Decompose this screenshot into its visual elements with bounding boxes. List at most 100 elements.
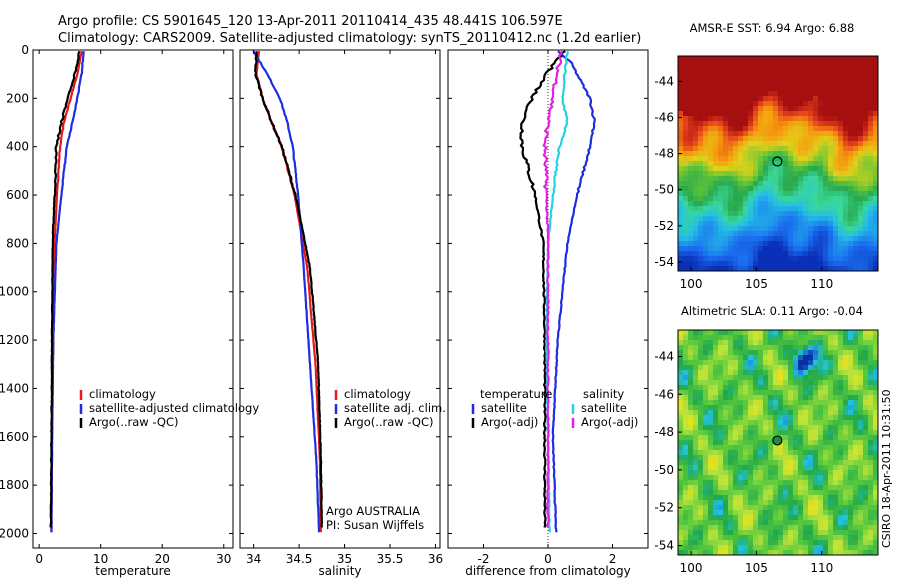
map-cell	[758, 390, 764, 396]
map-cell	[873, 490, 879, 496]
map-cell	[808, 196, 814, 202]
map-cell	[778, 141, 784, 147]
map-cell	[843, 186, 849, 192]
y-tick-label: 400	[6, 140, 29, 154]
map-cell	[708, 231, 714, 237]
map-cell	[833, 495, 839, 501]
map-cell	[678, 131, 684, 137]
map-cell	[758, 86, 764, 92]
map-cell	[678, 475, 684, 481]
map-cell	[708, 266, 714, 272]
map-cell	[798, 71, 804, 77]
map-cell	[738, 445, 744, 451]
map-cell	[713, 186, 719, 192]
map-cell	[683, 330, 689, 336]
map-cell	[773, 375, 779, 381]
map-cell	[798, 430, 804, 436]
map-cell	[873, 505, 879, 511]
map-cell	[703, 445, 709, 451]
map-cell	[773, 430, 779, 436]
map-cell	[703, 550, 709, 556]
map-cell	[863, 495, 869, 501]
map-cell	[793, 66, 799, 72]
map-cell	[853, 430, 859, 436]
map-cell	[858, 395, 864, 401]
map-cell	[863, 400, 869, 406]
map-cell	[843, 395, 849, 401]
map-cell	[863, 136, 869, 142]
map-cell	[693, 340, 699, 346]
map-cell	[783, 350, 789, 356]
map-cell	[693, 470, 699, 476]
map-cell	[853, 251, 859, 257]
map-cell	[738, 530, 744, 536]
map-cell	[743, 196, 749, 202]
map-cell	[868, 191, 874, 197]
map-cell	[778, 430, 784, 436]
map-cell	[693, 360, 699, 366]
map-cell	[753, 445, 759, 451]
map-cell	[683, 455, 689, 461]
map-cell	[728, 71, 734, 77]
map-cell	[828, 445, 834, 451]
map-cell	[833, 86, 839, 92]
map-cell	[698, 350, 704, 356]
map-cell	[793, 435, 799, 441]
map-cell	[823, 540, 829, 546]
map-cell	[738, 535, 744, 541]
map-cell	[688, 440, 694, 446]
map-cell	[858, 480, 864, 486]
map-cell	[838, 545, 844, 551]
map-cell	[723, 201, 729, 207]
map-cell	[703, 450, 709, 456]
map-cell	[683, 236, 689, 242]
map-cell	[768, 106, 774, 112]
map-cell	[858, 116, 864, 122]
map-cell	[713, 221, 719, 227]
map-cell	[808, 360, 814, 366]
map-cell	[768, 405, 774, 411]
map-cell	[778, 101, 784, 107]
map-cell	[873, 440, 879, 446]
map-cell	[818, 91, 824, 97]
map-cell	[758, 226, 764, 232]
map-cell	[718, 61, 724, 67]
map-cell	[718, 236, 724, 242]
map-cell	[688, 360, 694, 366]
map-cell	[678, 96, 684, 102]
map-cell	[698, 540, 704, 546]
map-cell	[738, 76, 744, 82]
map-cell	[798, 116, 804, 122]
map-cell	[843, 355, 849, 361]
map-cell	[853, 121, 859, 127]
map-cell	[873, 261, 879, 267]
map-cell	[833, 56, 839, 62]
map-cell	[843, 360, 849, 366]
map-cell	[788, 226, 794, 232]
map-cell	[863, 475, 869, 481]
map-cell	[693, 370, 699, 376]
map-cell	[843, 385, 849, 391]
map-cell	[858, 146, 864, 152]
map-cell	[803, 176, 809, 182]
map-cell	[823, 385, 829, 391]
map-cell	[713, 91, 719, 97]
map-y-tick-label: -50	[654, 463, 674, 477]
map-cell	[723, 211, 729, 217]
map-cell	[743, 61, 749, 67]
map-cell	[703, 236, 709, 242]
map-cell	[823, 66, 829, 72]
map-cell	[783, 370, 789, 376]
legend-entry: satellite	[581, 401, 627, 415]
map-cell	[873, 266, 879, 272]
map-cell	[863, 111, 869, 117]
map-cell	[833, 345, 839, 351]
map-cell	[758, 460, 764, 466]
map-cell	[763, 226, 769, 232]
map-cell	[733, 445, 739, 451]
map-cell	[678, 515, 684, 521]
map-cell	[698, 186, 704, 192]
map-cell	[713, 470, 719, 476]
map-cell	[743, 226, 749, 232]
